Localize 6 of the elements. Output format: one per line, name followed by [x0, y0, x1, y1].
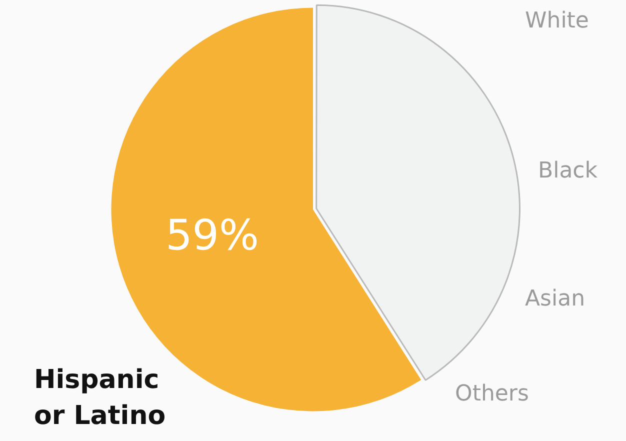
text: Others — [455, 382, 529, 407]
text: Black — [538, 158, 598, 184]
data-label: 59% — [166, 210, 259, 260]
text: White — [525, 8, 589, 34]
text: Asian — [525, 286, 586, 312]
slice-label: Hispanic or Latino — [34, 365, 166, 431]
